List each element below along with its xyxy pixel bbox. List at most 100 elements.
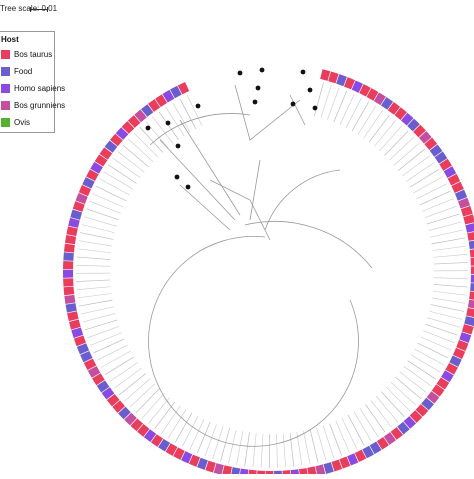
leaf-label-tick [410, 169, 439, 187]
tree-branch [180, 185, 230, 230]
leaf-label-tick [105, 357, 134, 375]
tree-node [301, 70, 306, 75]
tree-node [291, 102, 296, 107]
leaf-label-tick [97, 345, 127, 360]
tree-branch [150, 113, 250, 145]
tree-node [186, 185, 191, 190]
leaf-label-tick [100, 179, 130, 195]
leaf-label-tick [431, 305, 464, 312]
host-ring-segment [239, 469, 248, 474]
legend-label: Bos taurus [14, 50, 52, 59]
leaf-label-tick [381, 392, 404, 417]
leaf-label-tick [119, 374, 145, 395]
leaf-labels [76, 83, 468, 468]
host-ring-segment [63, 252, 74, 261]
tree-node [256, 86, 261, 91]
leaf-label-tick [123, 145, 149, 167]
leaf-label-tick [434, 262, 468, 264]
leaf-label-tick [420, 337, 451, 351]
leaf-label-tick [434, 278, 468, 279]
leaf-label-tick [125, 379, 151, 401]
legend-label: Bos grunniens [14, 101, 65, 110]
leaf-label-tick [429, 311, 462, 319]
host-ring-segment [315, 464, 325, 474]
host-ring-segment [64, 287, 75, 296]
leaf-label-tick [422, 199, 454, 212]
leaf-label-tick [155, 402, 175, 429]
leaf-label-tick [290, 433, 294, 467]
leaf-label-tick [77, 249, 111, 253]
leaf-label-tick [96, 186, 127, 201]
host-ring-segment [468, 300, 474, 309]
leaf-label-tick [348, 415, 364, 445]
tree-branch [250, 160, 260, 220]
tree-node [308, 88, 313, 93]
leaf-label-tick [389, 137, 414, 160]
leaf-label-tick [420, 191, 451, 205]
leaf-label-tick [358, 106, 376, 135]
leaf-label-tick [283, 434, 285, 468]
legend-item-ovis: Ovis [1, 116, 30, 128]
leaf-label-tick [146, 122, 168, 148]
leaf-label-tick [118, 151, 145, 172]
leaf-label-tick [427, 214, 459, 224]
host-ring-segment [469, 291, 474, 300]
host-ring-segment [63, 278, 73, 286]
tree-branches [148, 85, 372, 446]
leaf-label-tick [385, 131, 409, 155]
leaf-label-tick [310, 429, 318, 462]
tree-scale-bar [30, 9, 48, 10]
leaf-label-tick [408, 361, 436, 380]
tree-branch [210, 180, 270, 240]
host-ring-segment [231, 467, 241, 474]
tree-branch [290, 95, 305, 125]
host-ring-segment [64, 244, 75, 253]
legend-swatch [1, 84, 10, 93]
leaf-label-tick [398, 149, 424, 170]
leaf-label-tick [425, 206, 457, 217]
leaf-label-tick [317, 428, 326, 461]
tree-node [238, 71, 243, 76]
legend-label: Homo sapiens [14, 84, 65, 93]
leaf-label-tick [303, 431, 310, 464]
leaf-label-tick [369, 115, 389, 142]
leaf-label-tick [371, 400, 392, 427]
leaf-label-tick [130, 384, 155, 407]
leaf-label-tick [79, 300, 112, 306]
tree-scale-label: Tree scale: 0.01 [0, 4, 57, 13]
leaf-label-tick [402, 156, 429, 176]
leaf-label-tick [221, 428, 230, 461]
tree-node [196, 104, 201, 109]
leaf-label-tick [197, 422, 210, 453]
host-ring-segment [248, 470, 257, 474]
host-ring-segment [67, 311, 78, 321]
leaf-label-tick [77, 287, 111, 290]
legend-title: Host [1, 35, 19, 44]
leaf-label-tick [245, 432, 250, 466]
leaf-label-tick [94, 339, 125, 353]
leaf-label-tick [161, 406, 180, 434]
tree-node [313, 106, 318, 111]
host-ring-segment [467, 231, 474, 240]
host-ring-segment [68, 218, 80, 228]
leaf-label-tick [376, 396, 398, 422]
leaf-label-tick [411, 355, 440, 372]
legend-label: Ovis [14, 118, 30, 127]
tree-branch [235, 85, 300, 140]
legend-swatch [1, 101, 10, 110]
leaf-label-tick [413, 176, 443, 193]
host-ring-segment [63, 270, 73, 278]
tree-node [146, 126, 151, 131]
host-ring-segment [307, 466, 317, 474]
leaf-label-tick [427, 318, 460, 328]
leaf-label-tick [92, 194, 123, 208]
leaf-label-tick [417, 184, 447, 199]
leaf-label-tick [83, 313, 116, 322]
legend-swatch [1, 67, 10, 76]
leaf-label-tick [433, 291, 467, 295]
tree-node [260, 68, 265, 73]
leaf-label-tick [190, 419, 204, 450]
leaf-label-tick [430, 230, 463, 237]
host-ring-segment [464, 316, 474, 326]
